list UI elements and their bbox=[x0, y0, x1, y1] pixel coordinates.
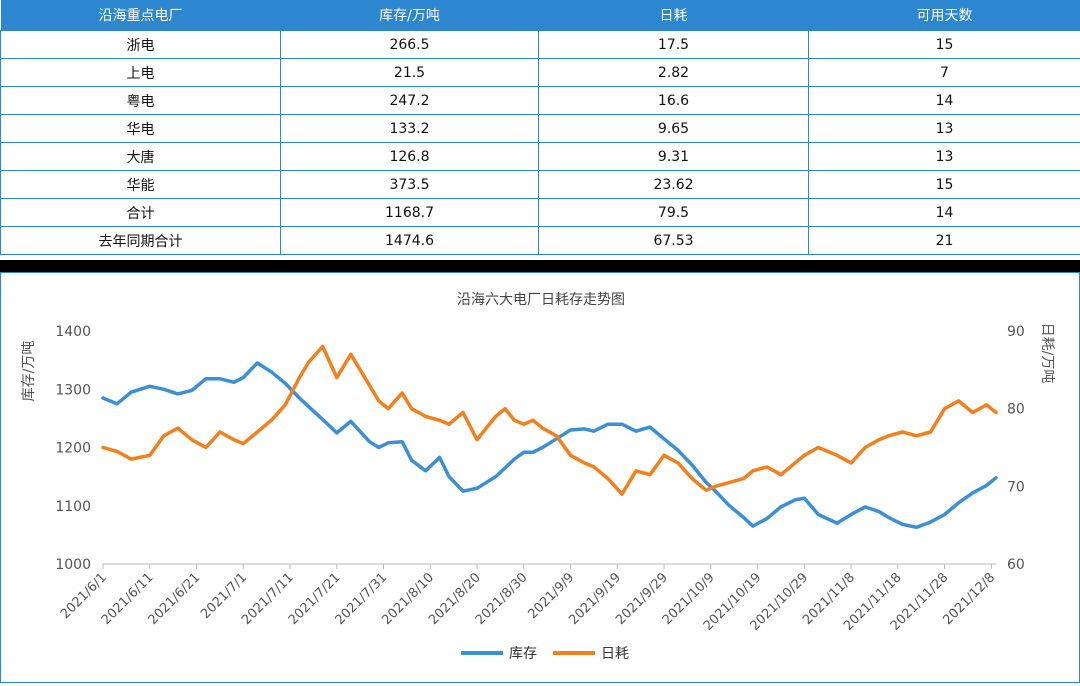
right-tick-label: 80 bbox=[1007, 402, 1025, 418]
cell-stock: 133.2 bbox=[281, 115, 539, 143]
series-line-consumption bbox=[103, 347, 996, 495]
table-row: 华能 373.5 23.62 15 bbox=[1, 171, 1080, 199]
series-line-stock bbox=[103, 363, 996, 527]
cell-plant: 浙电 bbox=[1, 31, 281, 59]
cell-stock: 266.5 bbox=[281, 31, 539, 59]
cell-plant: 合计 bbox=[1, 199, 281, 227]
left-tick-label: 1400 bbox=[55, 324, 91, 340]
cell-days: 13 bbox=[809, 115, 1080, 143]
right-axis-label: 日耗/万吨 bbox=[1039, 323, 1055, 384]
cell-days: 13 bbox=[809, 143, 1080, 171]
cell-days: 7 bbox=[809, 59, 1080, 87]
cell-stock: 21.5 bbox=[281, 59, 539, 87]
left-tick-label: 1100 bbox=[55, 499, 91, 515]
cell-consumption: 17.5 bbox=[539, 31, 809, 59]
cell-days: 21 bbox=[809, 227, 1080, 255]
table-row: 合计 1168.7 79.5 14 bbox=[1, 199, 1080, 227]
cell-days: 14 bbox=[809, 87, 1080, 115]
table-row: 大唐 126.8 9.31 13 bbox=[1, 143, 1080, 171]
header-stock: 库存/万吨 bbox=[281, 0, 539, 31]
left-axis-label: 库存/万吨 bbox=[21, 341, 37, 402]
cell-days: 14 bbox=[809, 199, 1080, 227]
cell-stock: 126.8 bbox=[281, 143, 539, 171]
cell-stock: 1474.6 bbox=[281, 227, 539, 255]
cell-plant: 华能 bbox=[1, 171, 281, 199]
right-tick-label: 90 bbox=[1007, 324, 1025, 340]
left-tick-label: 1300 bbox=[55, 382, 91, 398]
table-header-row: 沿海重点电厂 库存/万吨 日耗 可用天数 bbox=[1, 0, 1080, 31]
cell-plant: 上电 bbox=[1, 59, 281, 87]
cell-consumption: 16.6 bbox=[539, 87, 809, 115]
chart-panel: 沿海六大电厂日耗存走势图 库存/万吨 日耗/万吨 1000 1100 1200 130… bbox=[0, 272, 1080, 683]
chart-title: 沿海六大电厂日耗存走势图 bbox=[457, 292, 625, 308]
right-tick-label: 70 bbox=[1007, 479, 1025, 495]
right-tick-label: 60 bbox=[1007, 557, 1025, 573]
cell-consumption: 79.5 bbox=[539, 199, 809, 227]
cell-days: 15 bbox=[809, 171, 1080, 199]
cell-days: 15 bbox=[809, 31, 1080, 59]
cell-consumption: 67.53 bbox=[539, 227, 809, 255]
legend-label: 库存 bbox=[509, 646, 537, 662]
table-row: 上电 21.5 2.82 7 bbox=[1, 59, 1080, 87]
header-available-days: 可用天数 bbox=[809, 0, 1080, 31]
stock-table: 沿海重点电厂 库存/万吨 日耗 可用天数 浙电 266.5 17.5 15 上电… bbox=[0, 0, 1080, 255]
cell-consumption: 9.65 bbox=[539, 115, 809, 143]
trend-chart: 沿海六大电厂日耗存走势图 库存/万吨 日耗/万吨 1000 1100 1200 130… bbox=[1, 273, 1079, 682]
cell-plant: 大唐 bbox=[1, 143, 281, 171]
cell-plant: 华电 bbox=[1, 115, 281, 143]
cell-consumption: 23.62 bbox=[539, 171, 809, 199]
cell-stock: 1168.7 bbox=[281, 199, 539, 227]
header-daily-consumption: 日耗 bbox=[539, 0, 809, 31]
cell-consumption: 9.31 bbox=[539, 143, 809, 171]
table-row: 粤电 247.2 16.6 14 bbox=[1, 87, 1080, 115]
cell-plant: 粤电 bbox=[1, 87, 281, 115]
header-plant: 沿海重点电厂 bbox=[1, 0, 281, 31]
section-divider bbox=[0, 260, 1080, 272]
cell-stock: 373.5 bbox=[281, 171, 539, 199]
coal-stock-table: 沿海重点电厂 库存/万吨 日耗 可用天数 浙电 266.5 17.5 15 上电… bbox=[0, 0, 1080, 260]
cell-consumption: 2.82 bbox=[539, 59, 809, 87]
table-row: 华电 133.2 9.65 13 bbox=[1, 115, 1080, 143]
left-tick-label: 1000 bbox=[55, 557, 91, 573]
left-tick-label: 1200 bbox=[55, 441, 91, 457]
cell-stock: 247.2 bbox=[281, 87, 539, 115]
table-row: 去年同期合计 1474.6 67.53 21 bbox=[1, 227, 1080, 255]
table-row: 浙电 266.5 17.5 15 bbox=[1, 31, 1080, 59]
legend-label: 日耗 bbox=[601, 646, 629, 662]
cell-plant: 去年同期合计 bbox=[1, 227, 281, 255]
